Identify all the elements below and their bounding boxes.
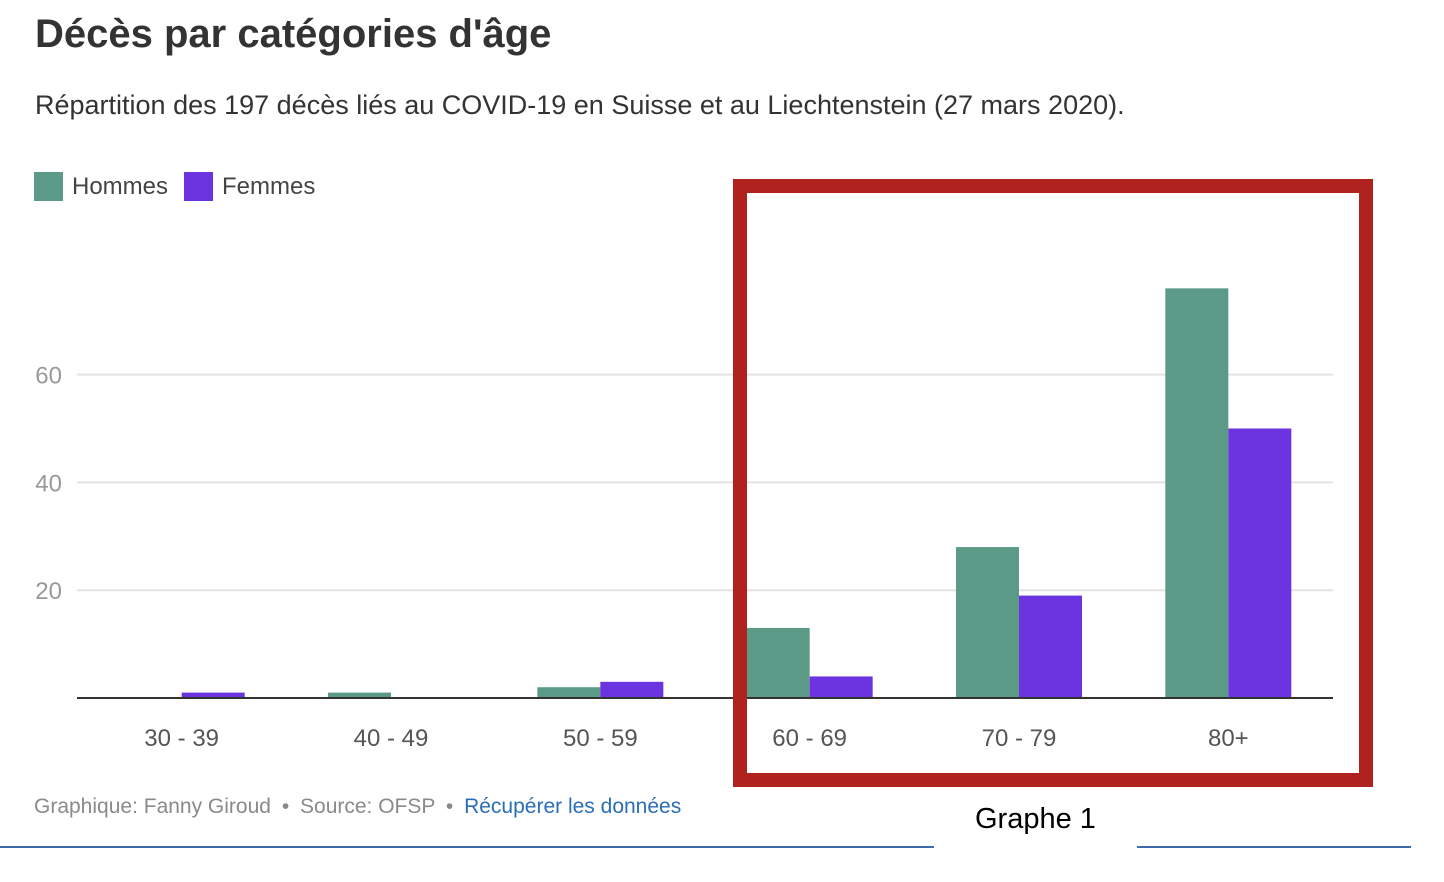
chart-title: Décès par catégories d'âge: [35, 12, 552, 56]
legend-swatch-hommes: [34, 172, 63, 201]
legend-label-femmes: Femmes: [222, 172, 316, 200]
chart-subtitle: Répartition des 197 décès liés au COVID-…: [35, 90, 1125, 120]
bar-femmes: [600, 681, 664, 698]
x-tick-label: 80+: [1208, 725, 1249, 752]
y-tick-label: 60: [35, 363, 62, 390]
y-tick-label: 20: [35, 578, 62, 605]
download-data-link[interactable]: Récupérer les données: [464, 795, 682, 818]
footer-source: Source: OFSP: [300, 795, 436, 818]
figure-caption: Graphe 1: [975, 803, 1096, 835]
footer-credit: Graphique: Fanny Giroud: [34, 795, 271, 818]
footer-separator: •: [281, 795, 290, 818]
x-tick-label: 30 - 39: [144, 725, 219, 752]
chart-footer: Graphique: Fanny Giroud • Source: OFSP •…: [34, 795, 681, 819]
chart-legend: Hommes Femmes: [34, 172, 331, 201]
bar-femmes: [1019, 595, 1082, 698]
legend-item-hommes: Hommes: [34, 172, 168, 201]
bar-femmes: [1228, 428, 1292, 698]
bar-femmes: [181, 692, 245, 698]
bar-hommes: [537, 687, 601, 698]
divider-left: [0, 846, 934, 848]
bar-femmes: [809, 676, 873, 698]
highlight-box: [733, 179, 1373, 787]
bar-hommes: [746, 627, 810, 698]
legend-label-hommes: Hommes: [72, 172, 169, 200]
x-tick-label: 50 - 59: [563, 725, 638, 752]
bar-hommes: [1165, 288, 1229, 698]
footer-separator: •: [445, 795, 454, 818]
x-tick-label: 70 - 79: [982, 725, 1057, 752]
legend-item-femmes: Femmes: [184, 172, 315, 201]
x-tick-label: 60 - 69: [772, 725, 847, 752]
x-tick-label: 40 - 49: [354, 725, 429, 752]
bar-hommes: [328, 692, 391, 698]
legend-swatch-femmes: [184, 172, 214, 201]
y-tick-label: 40: [35, 470, 62, 497]
bar-hommes: [956, 547, 1019, 698]
divider-right: [1137, 846, 1411, 848]
